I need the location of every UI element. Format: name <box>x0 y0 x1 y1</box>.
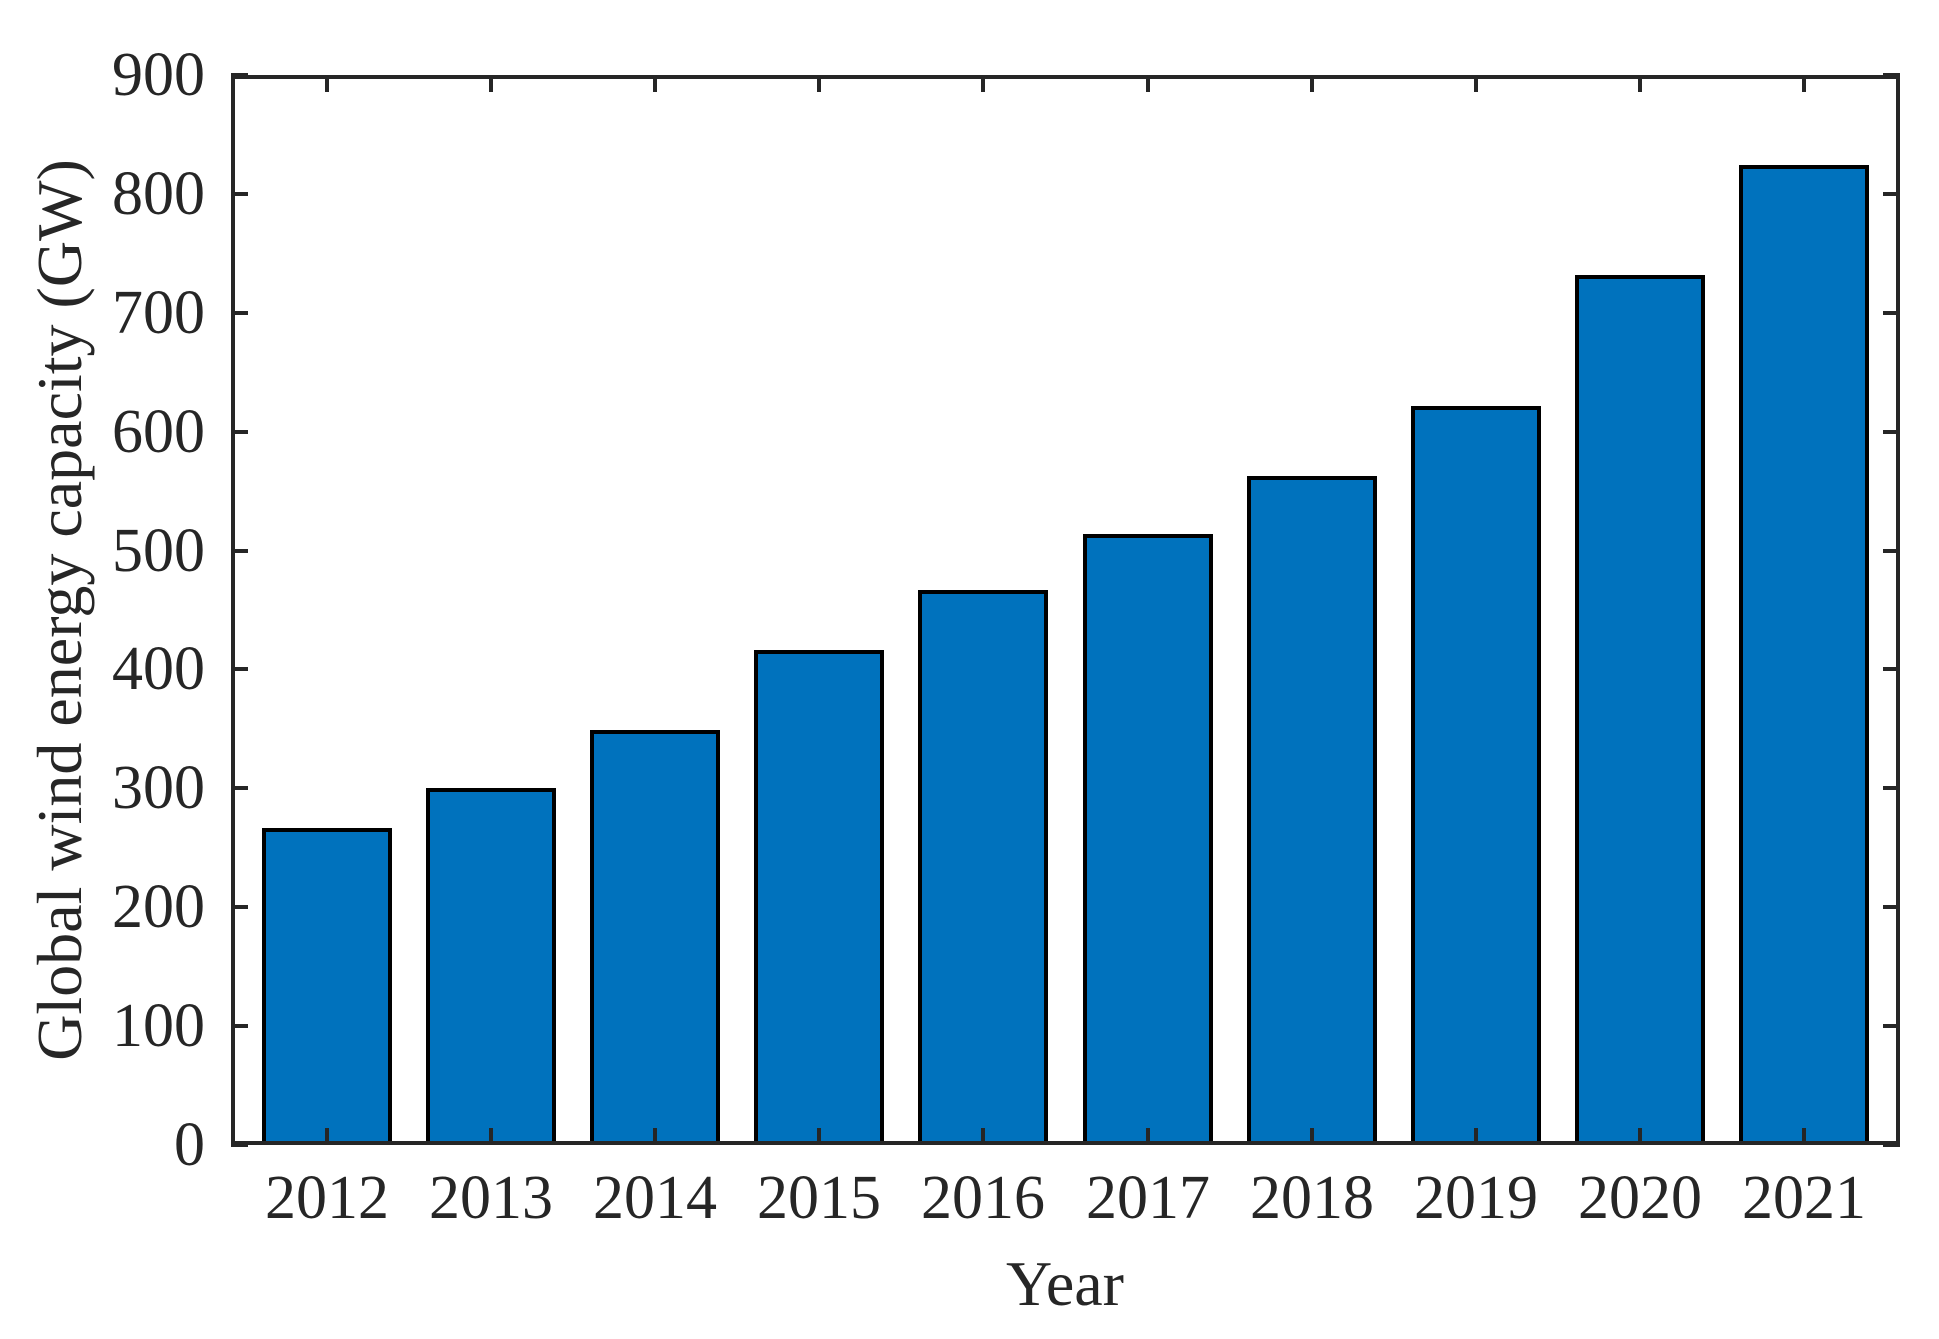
y-tick-right <box>1883 192 1900 196</box>
y-tick-label-800: 800 <box>112 160 205 228</box>
y-tick-left <box>231 192 248 196</box>
y-tick-left <box>231 311 248 315</box>
bar-2018 <box>1247 476 1377 1145</box>
bar-2014 <box>590 730 720 1145</box>
y-tick-right <box>1883 311 1900 315</box>
y-tick-left <box>231 430 248 434</box>
x-tick-bottom <box>489 1128 493 1145</box>
bar-2017 <box>1083 534 1213 1145</box>
bar-2021 <box>1739 165 1869 1145</box>
x-tick-bottom <box>653 1128 657 1145</box>
x-tick-bottom <box>1474 1128 1478 1145</box>
y-tick-right <box>1883 667 1900 671</box>
bar-2019 <box>1411 406 1541 1145</box>
y-tick-right <box>1883 549 1900 553</box>
x-tick-top <box>1802 75 1806 92</box>
y-tick-right <box>1883 73 1900 77</box>
x-axis-label: Year <box>1006 1248 1124 1319</box>
y-tick-label-500: 500 <box>112 517 205 585</box>
x-tick-label-2017: 2017 <box>1086 1164 1210 1232</box>
y-tick-right <box>1883 905 1900 909</box>
y-tick-label-900: 900 <box>112 41 205 109</box>
y-tick-label-0: 0 <box>174 1111 205 1179</box>
x-tick-label-2018: 2018 <box>1250 1164 1374 1232</box>
plot-area <box>231 73 1900 1147</box>
x-tick-label-2012: 2012 <box>265 1164 389 1232</box>
y-tick-left <box>231 667 248 671</box>
y-tick-left <box>231 786 248 790</box>
x-tick-label-2020: 2020 <box>1578 1164 1702 1232</box>
bar-2013 <box>426 788 556 1145</box>
x-tick-top <box>1638 75 1642 92</box>
y-tick-left <box>231 905 248 909</box>
x-tick-label-2016: 2016 <box>921 1164 1045 1232</box>
bar-2015 <box>754 650 884 1145</box>
x-tick-top <box>981 75 985 92</box>
bar-2020 <box>1575 275 1705 1145</box>
y-tick-right <box>1883 786 1900 790</box>
x-tick-top <box>653 75 657 92</box>
x-tick-top <box>489 75 493 92</box>
x-tick-label-2021: 2021 <box>1742 1164 1866 1232</box>
x-tick-top <box>1146 75 1150 92</box>
x-tick-top <box>817 75 821 92</box>
x-tick-bottom <box>1802 1128 1806 1145</box>
x-tick-bottom <box>1146 1128 1150 1145</box>
x-tick-label-2014: 2014 <box>593 1164 717 1232</box>
x-tick-bottom <box>325 1128 329 1145</box>
y-tick-label-600: 600 <box>112 398 205 466</box>
x-tick-label-2019: 2019 <box>1414 1164 1538 1232</box>
y-tick-label-300: 300 <box>112 754 205 822</box>
x-tick-label-2013: 2013 <box>429 1164 553 1232</box>
y-tick-right <box>1883 1143 1900 1147</box>
x-tick-bottom <box>1310 1128 1314 1145</box>
bar-2016 <box>918 590 1048 1145</box>
x-tick-bottom <box>817 1128 821 1145</box>
bar-2012 <box>262 828 392 1145</box>
y-tick-label-100: 100 <box>112 992 205 1060</box>
y-tick-left <box>231 73 248 77</box>
y-tick-label-700: 700 <box>112 279 205 347</box>
y-tick-left <box>231 1143 248 1147</box>
y-tick-label-200: 200 <box>112 873 205 941</box>
x-tick-bottom <box>1638 1128 1642 1145</box>
x-tick-top <box>325 75 329 92</box>
x-tick-top <box>1474 75 1478 92</box>
x-tick-top <box>1310 75 1314 92</box>
y-tick-right <box>1883 1024 1900 1028</box>
x-tick-label-2015: 2015 <box>757 1164 881 1232</box>
x-tick-bottom <box>981 1128 985 1145</box>
y-tick-right <box>1883 430 1900 434</box>
y-tick-label-400: 400 <box>112 635 205 703</box>
y-tick-left <box>231 1024 248 1028</box>
y-tick-left <box>231 549 248 553</box>
